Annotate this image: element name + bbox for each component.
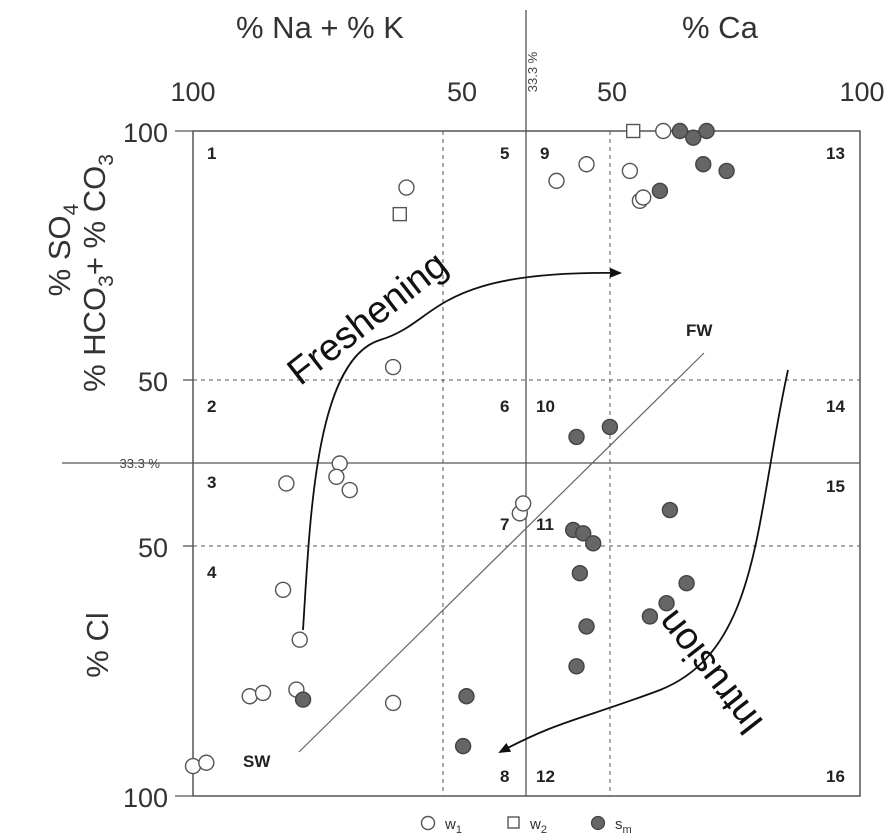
zone-13: 13 (826, 144, 845, 163)
zone-14: 14 (826, 397, 845, 416)
point-w1-4 (291, 631, 308, 648)
point-w1-10 (341, 481, 358, 499)
top-left-axis-title: % Na + % K (236, 10, 404, 45)
point-w1-14 (514, 495, 532, 512)
point-w1-7 (278, 475, 295, 492)
point-w1-16 (655, 122, 672, 140)
freshening-label: Freshening (280, 243, 456, 393)
point-sm-1 (458, 688, 475, 705)
zone-3: 3 (207, 473, 216, 492)
point-sm-3 (568, 428, 585, 446)
legend-sm-marker (590, 815, 606, 831)
top-divider-label: 33.3 % (525, 51, 540, 92)
seawater-label: SW (243, 752, 271, 771)
zone-15: 15 (826, 477, 845, 496)
point-sm-11 (661, 501, 679, 519)
top-tick-50-right: 50 (597, 77, 627, 107)
point-sm-9 (578, 618, 595, 635)
top-right-axis-title: % Ca (682, 10, 758, 45)
legend-w2-marker (507, 816, 520, 829)
point-w2-1 (626, 123, 641, 139)
left-tick-100-top: 100 (123, 118, 168, 148)
point-w1-19 (578, 156, 595, 173)
left-divider-label: 33.3 % (120, 456, 161, 471)
point-sm-2 (454, 737, 472, 755)
point-w1-15 (548, 172, 565, 190)
point-w1-13 (384, 358, 402, 376)
point-sm-7 (585, 535, 602, 552)
point-sm-6 (574, 525, 592, 542)
zone-16: 16 (826, 767, 845, 786)
point-sm-8 (571, 565, 589, 582)
intrusion-arrow (498, 369, 789, 753)
point-sm-17 (695, 156, 712, 173)
point-sm-19 (671, 122, 689, 140)
point-sm-0 (294, 691, 312, 708)
point-w1-3 (254, 684, 272, 702)
left-tick-50-lower: 50 (138, 533, 168, 563)
point-sm-20 (651, 182, 669, 200)
y-axis-lower-title: % Cl (80, 612, 115, 677)
legend-w1-label: w1 (444, 816, 462, 836)
zone-8: 8 (500, 767, 509, 786)
freshwater-label: FW (686, 321, 713, 340)
mixing-line (298, 352, 705, 753)
legend-sm-label: sm (615, 816, 632, 836)
zone-11: 11 (536, 515, 554, 534)
top-tick-50-left: 50 (447, 77, 477, 107)
point-sm-10 (568, 658, 585, 675)
left-tick-100-bottom: 100 (123, 783, 168, 813)
point-sm-16 (698, 122, 715, 140)
zone-2: 2 (207, 397, 216, 416)
point-sm-18 (718, 162, 735, 180)
legend-w1-marker (420, 815, 436, 831)
point-w1-21 (398, 179, 415, 196)
point-w1-9 (328, 468, 345, 485)
intrusion-label: Intrusion (649, 602, 772, 743)
point-w1-12 (384, 694, 402, 712)
zone-12: 12 (536, 767, 555, 786)
y-axis-upper-subtitle: % HCO3+ % CO3 (77, 154, 118, 392)
point-sm-15 (685, 129, 702, 146)
legend-w2-label: w2 (529, 816, 547, 836)
zone-1: 1 (207, 144, 216, 163)
point-sm-14 (678, 575, 695, 592)
data-points (184, 122, 735, 775)
point-w1-2 (241, 688, 258, 705)
point-w1-20 (621, 162, 639, 180)
zone-10: 10 (536, 397, 555, 416)
point-sm-12 (641, 608, 659, 625)
freshening-arrow (302, 267, 622, 631)
point-sm-13 (658, 594, 675, 612)
point-w1-18 (635, 189, 652, 206)
point-w1-6 (274, 581, 292, 599)
zone-9: 9 (540, 144, 549, 163)
y-axis-upper-title: % SO4 (42, 203, 83, 296)
left-tick-50-upper: 50 (138, 367, 168, 397)
point-w1-8 (331, 455, 348, 472)
top-tick-100-left: 100 (170, 77, 215, 107)
point-w2-0 (392, 206, 407, 222)
point-w1-0 (184, 757, 202, 775)
zone-5: 5 (500, 144, 509, 163)
legend: w1 w2 sm (420, 815, 632, 836)
zone-4: 4 (207, 563, 217, 582)
zone-6: 6 (500, 397, 509, 416)
zone-7: 7 (500, 515, 509, 534)
point-w1-1 (198, 754, 215, 771)
point-sm-4 (601, 418, 619, 436)
top-tick-100-right: 100 (839, 77, 884, 107)
